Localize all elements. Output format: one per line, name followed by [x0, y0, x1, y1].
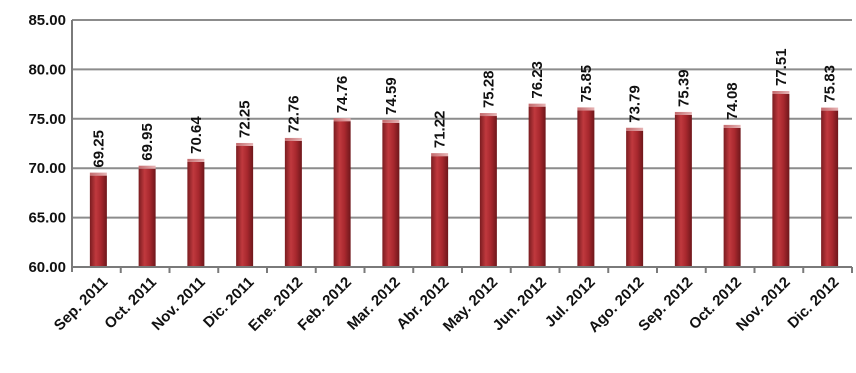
bar — [479, 116, 497, 267]
y-tick-label: 60.00 — [28, 259, 66, 276]
x-tick-label: Nov. 2012 — [733, 274, 794, 335]
y-tick-label: 70.00 — [28, 160, 66, 177]
bar-top — [723, 124, 741, 128]
bar-top — [284, 137, 302, 141]
y-tick-label: 65.00 — [28, 210, 66, 227]
data-label: 75.39 — [675, 69, 692, 107]
bar — [674, 114, 692, 267]
bar-top — [89, 172, 107, 176]
bar — [284, 140, 302, 267]
data-label: 70.64 — [188, 116, 205, 154]
bar — [528, 106, 546, 267]
data-label: 69.25 — [90, 130, 107, 168]
data-label: 72.25 — [237, 100, 254, 138]
y-tick-label: 85.00 — [28, 12, 66, 29]
bar-top — [333, 118, 351, 122]
y-axis-tick-labels: 60.00 65.00 70.00 75.00 80.00 85.00 — [28, 12, 66, 276]
x-tick-label: Feb. 2012 — [295, 274, 355, 334]
bar-top — [236, 142, 254, 146]
bar-top — [772, 91, 790, 95]
x-tick-label: Sep. 2011 — [51, 274, 111, 334]
data-label: 75.83 — [822, 65, 839, 103]
x-tick-label: Dic. 2012 — [784, 274, 842, 332]
bar — [236, 145, 254, 267]
y-tick-label: 75.00 — [28, 111, 66, 128]
bar-top — [479, 113, 497, 117]
bar — [723, 127, 741, 267]
data-label: 77.51 — [773, 48, 790, 86]
bar — [772, 94, 790, 268]
data-label: 76.23 — [529, 61, 546, 99]
bar-top — [528, 103, 546, 107]
bar-top — [187, 158, 205, 162]
bar — [626, 130, 644, 267]
bar-top — [431, 153, 449, 157]
x-tick-label: Nov. 2011 — [149, 274, 209, 334]
data-label: 74.76 — [334, 76, 351, 114]
bars — [89, 91, 839, 268]
data-labels: 69.25 69.95 70.64 72.25 72.76 74.76 74.59 71.22… — [90, 48, 838, 167]
data-label: 72.76 — [285, 95, 302, 133]
bar — [89, 175, 107, 267]
bar-top — [674, 111, 692, 115]
bar — [333, 121, 351, 267]
bar-top — [138, 165, 156, 169]
data-label: 69.95 — [139, 123, 156, 161]
data-label: 74.08 — [724, 82, 741, 120]
bar — [138, 168, 156, 267]
data-label: 73.79 — [627, 85, 644, 123]
x-tick-label: Jun. 2012 — [490, 274, 550, 334]
bar — [187, 161, 205, 267]
data-label: 71.22 — [432, 111, 449, 149]
bar-top — [626, 127, 644, 131]
bar-top — [382, 119, 400, 123]
data-label: 75.85 — [578, 65, 595, 103]
x-tick-label: Mar. 2012 — [344, 274, 404, 334]
bar-top — [821, 107, 839, 111]
bar — [821, 110, 839, 267]
bar — [431, 156, 449, 267]
data-label: 75.28 — [480, 70, 497, 108]
data-label: 74.59 — [383, 77, 400, 115]
y-tick-label: 80.00 — [28, 61, 66, 78]
bar — [577, 110, 595, 267]
bar-top — [577, 107, 595, 111]
axes — [71, 20, 853, 273]
bar — [382, 122, 400, 267]
